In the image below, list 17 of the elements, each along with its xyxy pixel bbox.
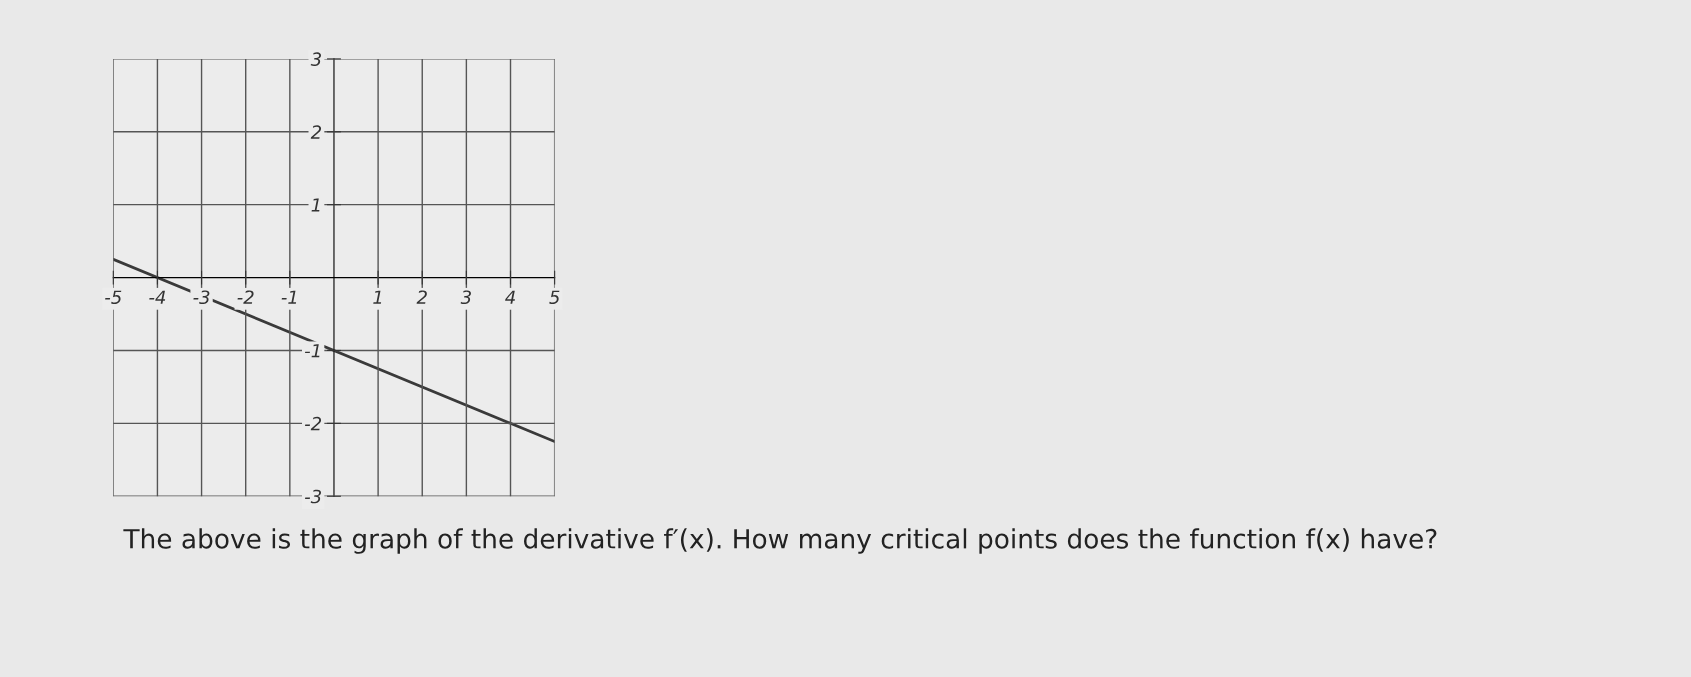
x-tick-label: 1 <box>373 290 382 304</box>
text: The above is the graph of the derivative f′(x). How many critical points does the function f(x) have? <box>123 528 1437 554</box>
x-tick-label: -3 <box>193 290 210 305</box>
x-tick-label: -1 <box>281 290 297 304</box>
y-tick-label: -3 <box>304 489 321 504</box>
y-tick-label: 3 <box>310 52 321 67</box>
y-tick-label: 1 <box>311 198 320 212</box>
x-tick-label: 3 <box>460 290 471 305</box>
x-tick-label: -4 <box>149 290 166 304</box>
y-tick-label: -2 <box>304 416 322 431</box>
x-tick-label: 5 <box>549 290 560 305</box>
x-tick-label: 2 <box>416 290 427 304</box>
x-tick-label: -2 <box>237 290 254 304</box>
x-tick-label: 4 <box>505 290 515 304</box>
y-tick-label: -1 <box>304 344 320 358</box>
x-tick-label: -5 <box>105 290 122 305</box>
y-tick-label: 2 <box>310 125 322 139</box>
